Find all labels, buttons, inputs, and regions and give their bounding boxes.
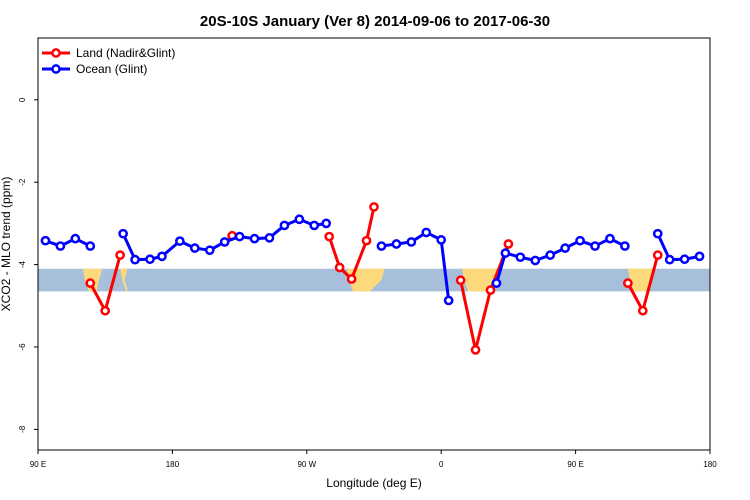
- data-point: [219, 237, 230, 247]
- y-tick-label: -8: [18, 425, 27, 433]
- data-point: [369, 202, 379, 212]
- data-point: [443, 295, 454, 306]
- data-point: [575, 235, 585, 246]
- data-point: [376, 241, 387, 251]
- y-tick-label: -2: [18, 178, 27, 186]
- data-point: [652, 228, 663, 239]
- legend-label: Land (Nadir&Glint): [76, 46, 175, 60]
- data-point: [175, 236, 185, 246]
- x-axis: 90 E 180 90 W 0 90 E 180: [30, 450, 717, 469]
- x-tick-label: 0: [439, 460, 444, 469]
- series-line: [459, 243, 510, 352]
- data-point: [40, 235, 51, 246]
- data-point: [503, 239, 514, 249]
- data-point: [334, 262, 345, 273]
- data-point: [189, 243, 200, 253]
- x-tick-label: 180: [166, 460, 180, 469]
- data-point: [279, 220, 290, 231]
- data-point: [470, 345, 481, 355]
- data-point: [55, 241, 66, 251]
- legend-marker: [51, 64, 61, 74]
- data-point: [545, 250, 556, 260]
- data-point: [157, 251, 167, 262]
- map-band: [38, 268, 710, 292]
- data-point: [309, 220, 320, 231]
- data-point: [623, 278, 633, 288]
- data-point: [605, 233, 615, 244]
- x-axis-label: Longitude (deg E): [326, 476, 421, 490]
- data-point: [324, 231, 335, 242]
- data-point: [421, 227, 432, 238]
- data-point: [234, 231, 245, 242]
- series-ocean: [40, 214, 705, 306]
- data-point: [637, 305, 648, 316]
- data-point: [560, 243, 570, 253]
- x-tick-label: 90 E: [30, 460, 46, 469]
- legend: Land (Nadir&Glint) Ocean (Glint): [42, 46, 175, 76]
- chart-title: 20S-10S January (Ver 8) 2014-09-06 to 20…: [200, 13, 550, 30]
- y-tick-label: -4: [18, 260, 27, 268]
- y-axis: 0 -2 -4 -6 -8: [18, 97, 38, 433]
- data-point: [115, 250, 125, 260]
- data-point: [515, 252, 526, 263]
- data-point: [361, 235, 372, 246]
- data-point: [620, 241, 630, 251]
- data-point: [100, 305, 111, 316]
- data-point: [391, 239, 402, 249]
- data-point: [346, 274, 357, 284]
- data-point: [145, 254, 155, 265]
- y-tick-label: -6: [18, 343, 27, 351]
- series-line: [656, 233, 700, 262]
- series-land: [85, 202, 663, 355]
- data-point: [249, 233, 260, 244]
- data-point: [130, 254, 140, 265]
- data-point: [204, 245, 215, 256]
- land-patch: [120, 268, 128, 292]
- series-line: [44, 237, 91, 248]
- data-point: [118, 228, 128, 239]
- data-point: [406, 237, 417, 247]
- series-line: [495, 237, 626, 284]
- x-tick-label: 90 E: [567, 460, 583, 469]
- data-point: [485, 285, 496, 295]
- plot-frame: [37, 37, 711, 451]
- data-point: [590, 241, 600, 251]
- legend-label: Ocean (Glint): [76, 62, 147, 76]
- data-point: [294, 214, 305, 225]
- data-point: [694, 251, 705, 262]
- x-tick-label: 180: [703, 460, 717, 469]
- y-tick-label: 0: [18, 97, 27, 102]
- legend-marker: [51, 48, 61, 58]
- data-point: [500, 248, 511, 258]
- data-point: [679, 254, 690, 265]
- data-point: [664, 254, 675, 265]
- series-layer: [40, 202, 705, 355]
- data-point: [455, 275, 466, 286]
- y-axis-label: XCO2 - MLO trend (ppm): [0, 177, 13, 312]
- data-point: [85, 241, 96, 251]
- data-point: [321, 218, 332, 229]
- land-patch: [347, 268, 385, 292]
- data-point: [530, 255, 541, 266]
- data-point: [436, 235, 447, 245]
- data-point: [264, 232, 275, 243]
- data-point: [70, 233, 81, 244]
- data-point: [85, 278, 96, 288]
- data-point: [491, 278, 502, 288]
- x-tick-label: 90 W: [297, 460, 316, 469]
- data-point: [652, 250, 663, 260]
